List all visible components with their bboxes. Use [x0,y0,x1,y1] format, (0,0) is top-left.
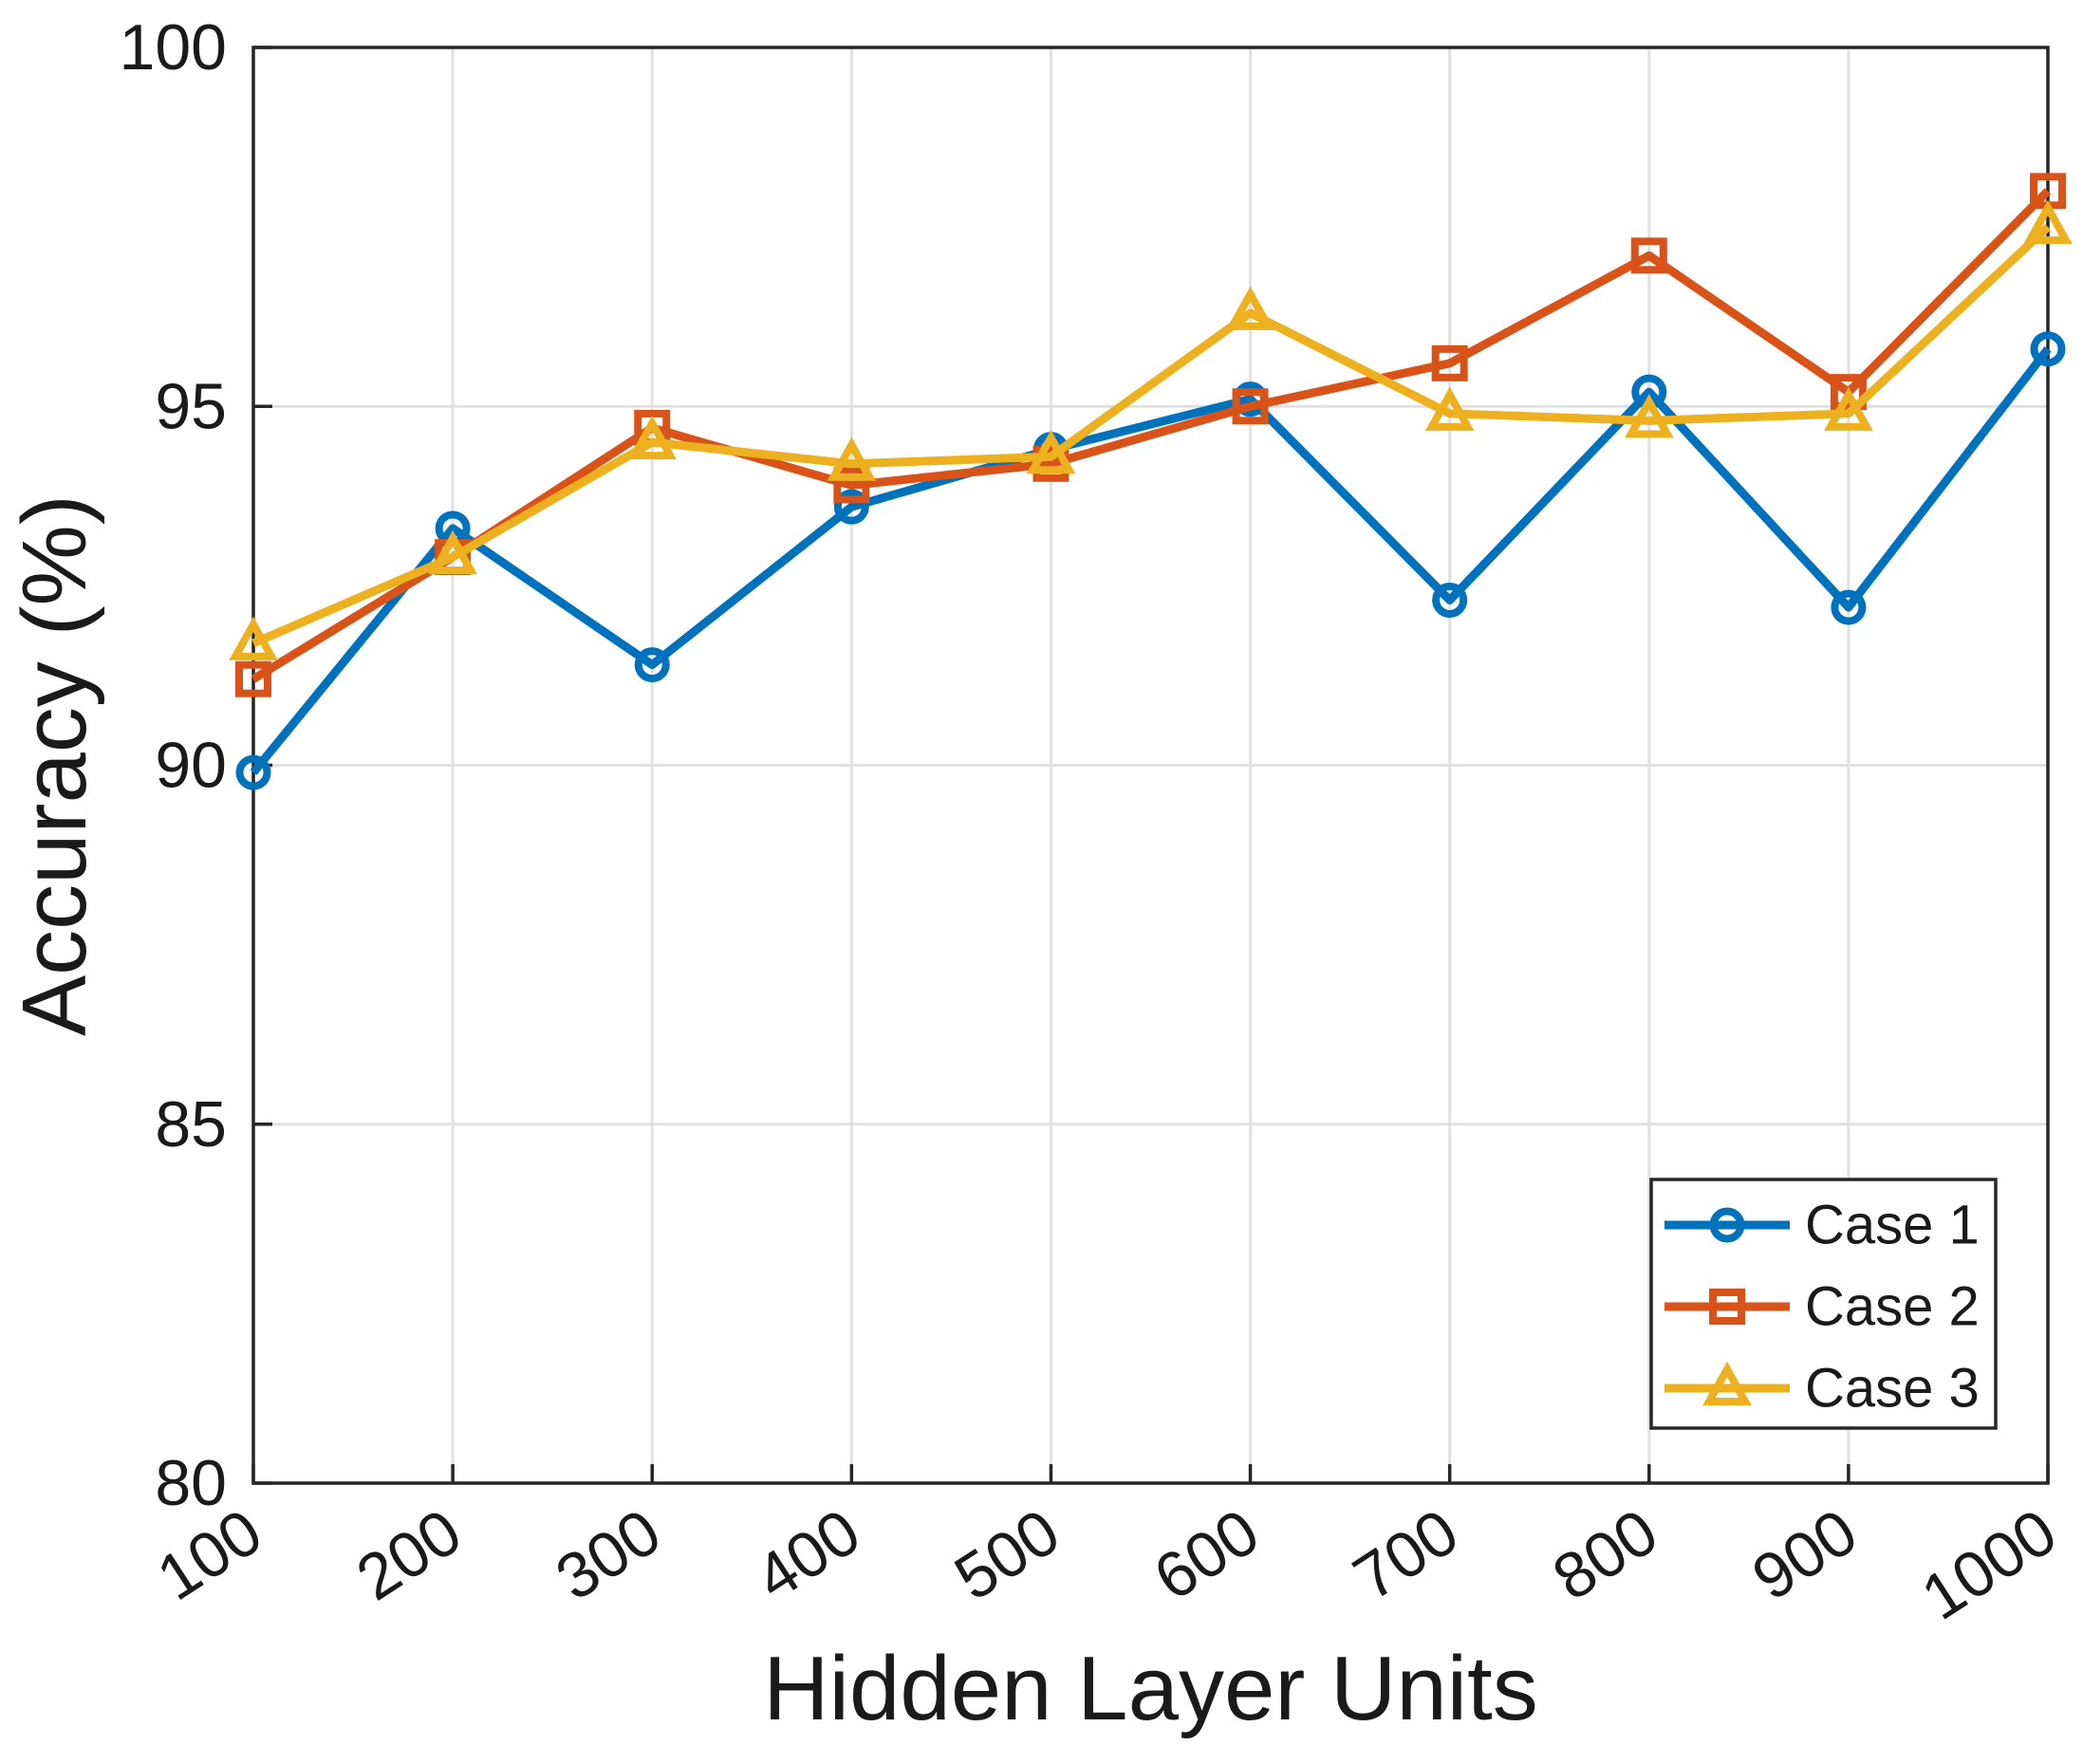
series-line-case-3 [251,223,2052,648]
series-case-3-marker-triangle [1424,386,1475,431]
series-case-2-marker-square [1830,374,1867,411]
series-case-2-marker-square [1232,388,1269,425]
x-axis-label: Hidden Layer Units [763,1638,1537,1739]
series-line-case-2 [251,188,2052,683]
legend-marker-triangle [1702,1361,1752,1405]
y-tick-label: 100 [120,11,227,84]
series-case-3-marker-triangle [1225,286,1275,330]
y-tick-label: 95 [155,370,227,442]
series-case-2-marker-square [833,467,870,504]
series-case-1-marker-circle [634,647,670,683]
series-case-1-marker-circle [2030,331,2066,367]
legend-label[interactable]: Case 3 [1805,1358,1980,1420]
series-case-2-marker-square [1630,237,1667,274]
series-case-1-marker-circle [235,754,271,790]
series-case-1-marker-circle [1432,583,1468,619]
series-case-1-marker-circle [1831,589,1867,625]
legend-marker-square [1709,1289,1745,1325]
series-case-1-marker-circle [833,489,869,525]
series-case-2-marker-square [1431,344,1468,381]
series-case-3-marker-triangle [2023,199,2073,245]
y-tick-label: 90 [155,730,227,802]
series-case-3-marker-triangle [1824,386,1873,431]
series-case-3-marker-triangle [1026,430,1076,474]
legend-label[interactable]: Case 2 [1805,1276,1980,1338]
series-case-3-marker-triangle [229,616,278,660]
y-tick-label: 85 [155,1088,227,1161]
series-case-2-marker-square [235,660,271,697]
series-case-3-marker-triangle [827,436,877,481]
legend-marker-circle [1709,1207,1745,1243]
y-tick-label: 80 [155,1447,227,1519]
series-case-3-marker-triangle [627,415,678,460]
legend-label[interactable]: Case 1 [1805,1195,1980,1256]
series-case-3-marker-triangle [428,529,477,575]
series-case-3-marker-triangle [1624,394,1674,438]
y-axis-label: Accuracy (%) [4,494,105,1036]
series-line-case-1 [250,345,2052,775]
